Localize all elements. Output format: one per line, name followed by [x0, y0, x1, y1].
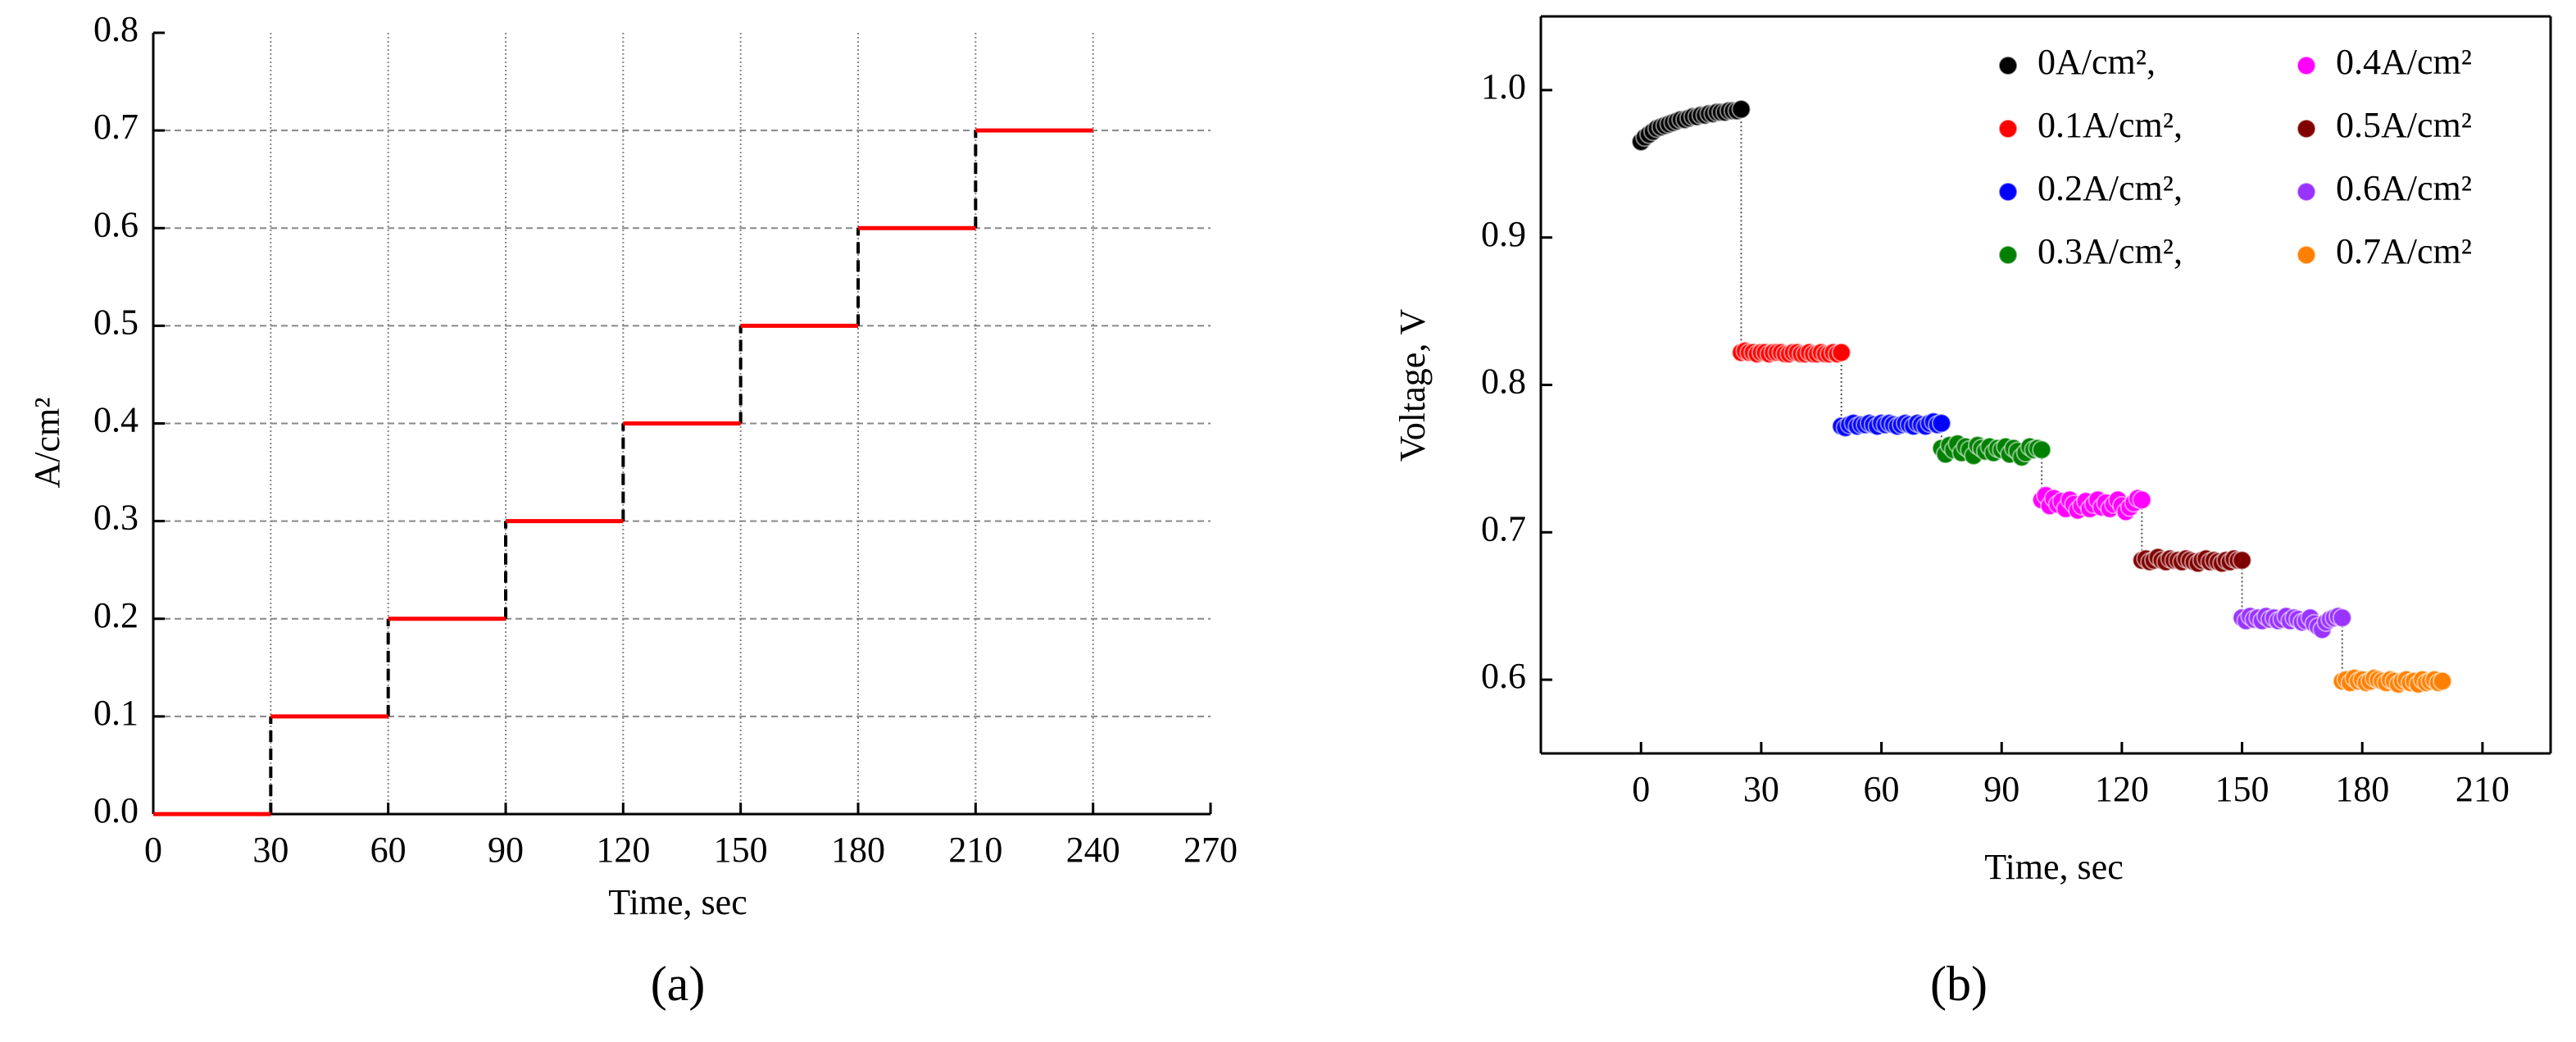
legend-marker: [1998, 245, 2018, 265]
y-tick-label: 0.0: [93, 790, 139, 830]
x-tick-label: 180: [831, 830, 885, 870]
point: [2433, 671, 2452, 691]
x-tick-label: 120: [2095, 769, 2149, 809]
x-tick-label: 120: [596, 830, 650, 870]
legend-label: 0.3A/cm²,: [2038, 231, 2183, 271]
legend-label: 0.1A/cm²,: [2038, 105, 2183, 145]
legend-marker: [1998, 119, 2018, 139]
legend-marker: [1998, 182, 2018, 202]
legend-marker: [2297, 56, 2316, 75]
x-tick-label: 90: [488, 830, 524, 870]
point: [2332, 607, 2352, 628]
y-tick-label: 0.2: [93, 595, 139, 635]
point: [1831, 342, 1851, 362]
x-tick-label: 30: [252, 830, 288, 870]
x-tick-label: 180: [2335, 769, 2389, 809]
x-tick-label: 240: [1066, 830, 1120, 870]
x-axis-label: Time, sec: [1984, 847, 2124, 887]
x-tick-label: 210: [2456, 769, 2510, 809]
y-tick-label: 0.1: [93, 693, 139, 733]
y-tick-label: 1.0: [1481, 66, 1526, 107]
x-tick-label: 60: [370, 830, 407, 870]
point: [1731, 99, 1751, 120]
y-tick-label: 0.4: [93, 400, 139, 440]
legend-label: 0A/cm²,: [2038, 42, 2156, 82]
x-tick-label: 0: [1632, 769, 1650, 809]
legend-label: 0.4A/cm²: [2336, 42, 2472, 82]
x-tick-label: 90: [1983, 769, 2019, 809]
legend-marker: [2297, 119, 2316, 139]
y-tick-label: 0.6: [93, 204, 139, 244]
x-tick-label: 150: [714, 830, 768, 870]
point: [2132, 489, 2152, 510]
x-tick-label: 30: [1743, 769, 1779, 809]
caption: (a): [651, 957, 706, 1011]
legend-marker: [2297, 245, 2316, 265]
legend-marker: [2297, 182, 2316, 202]
legend-label: 0.6A/cm²: [2336, 168, 2472, 208]
y-tick-label: 0.8: [1481, 362, 1526, 402]
x-tick-label: 270: [1184, 830, 1238, 870]
legend-label: 0.2A/cm²,: [2038, 168, 2183, 208]
legend-marker: [1998, 56, 2018, 75]
y-tick-label: 0.3: [93, 498, 139, 538]
y-tick-label: 0.5: [93, 302, 139, 342]
legend-label: 0.7A/cm²: [2336, 231, 2472, 271]
legend-label: 0.5A/cm²: [2336, 105, 2472, 145]
y-tick-label: 0.8: [93, 9, 139, 49]
point: [1931, 413, 1951, 434]
y-axis-label: Voltage, V: [1392, 308, 1433, 462]
y-tick-label: 0.6: [1481, 656, 1526, 696]
point: [2232, 550, 2252, 571]
x-axis-label: Time, sec: [608, 882, 747, 922]
x-tick-label: 150: [2215, 769, 2269, 809]
x-tick-label: 60: [1864, 769, 1900, 809]
y-tick-label: 0.9: [1481, 214, 1526, 254]
y-axis-label: A/cm²: [27, 398, 67, 489]
x-tick-label: 210: [948, 830, 1002, 870]
x-tick-label: 0: [144, 830, 162, 870]
caption: (b): [1930, 957, 1988, 1011]
point: [2032, 439, 2052, 460]
y-tick-label: 0.7: [1481, 508, 1526, 548]
y-tick-label: 0.7: [93, 107, 139, 147]
